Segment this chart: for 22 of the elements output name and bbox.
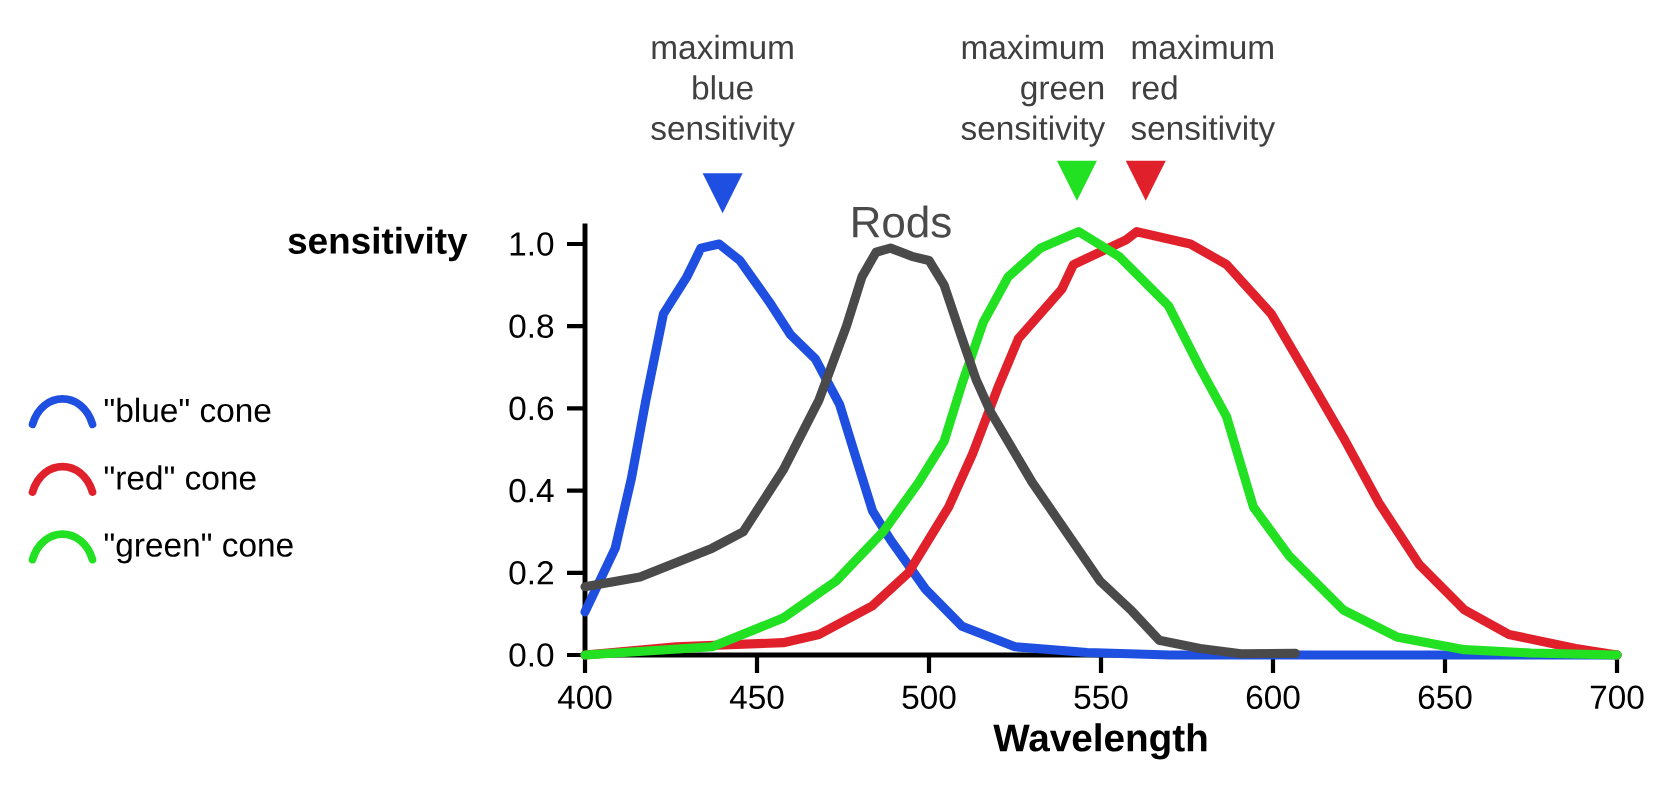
y-tick-label: 0.4 <box>509 478 554 503</box>
x-tick-label: 500 <box>902 685 956 710</box>
x-tick-label: 600 <box>1246 685 1300 710</box>
y-tick-label: 1.0 <box>510 232 554 256</box>
y-tick-label: 0.0 <box>509 643 554 667</box>
legend-label: "green" cone <box>104 533 293 564</box>
y-tick-label: 0.6 <box>509 396 554 421</box>
x-tick-label: 650 <box>1418 685 1472 710</box>
x-axis-title: Wavelength <box>993 723 1207 760</box>
legend-label: "red" cone <box>104 465 256 490</box>
x-tick-label: 450 <box>729 685 784 710</box>
y-tick-label: 0.8 <box>509 314 554 339</box>
legend-label: "blue" cone <box>104 397 271 423</box>
x-tick-label: 700 <box>1590 685 1644 710</box>
x-tick-label: 550 <box>1074 685 1128 710</box>
series-label: Rods <box>853 205 951 238</box>
y-tick-label: 0.2 <box>509 560 553 585</box>
annotation: maximum green sensitivity <box>961 34 1106 147</box>
y-axis-title: sensitivity <box>288 226 468 262</box>
annotation: maximum blue sensitivity <box>651 34 795 147</box>
annotation: maximum red sensitivity <box>1131 34 1276 147</box>
x-tick-label: 400 <box>557 685 612 710</box>
